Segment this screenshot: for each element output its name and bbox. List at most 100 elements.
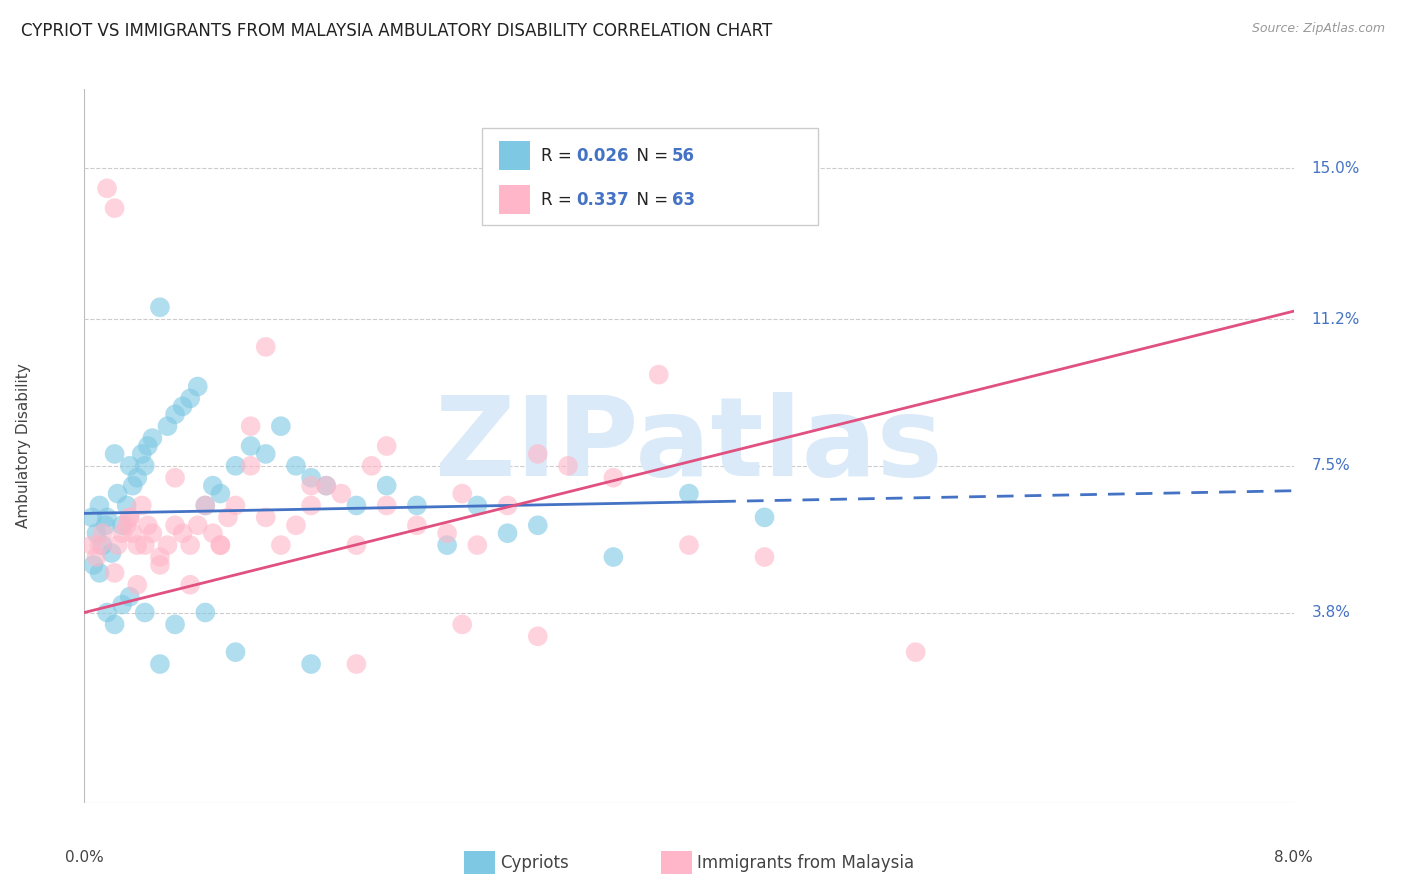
Point: [82, 558, 104, 572]
Point: [315, 478, 337, 492]
Point: [254, 340, 277, 354]
Point: [100, 546, 122, 560]
Text: Cypriots: Cypriots: [501, 854, 569, 871]
Point: [156, 538, 179, 552]
Point: [254, 510, 277, 524]
Point: [194, 499, 217, 513]
Point: [111, 518, 134, 533]
Point: [172, 526, 194, 541]
Text: CYPRIOT VS IMMIGRANTS FROM MALAYSIA AMBULATORY DISABILITY CORRELATION CHART: CYPRIOT VS IMMIGRANTS FROM MALAYSIA AMBU…: [21, 22, 772, 40]
Point: [239, 458, 262, 473]
Text: 15.0%: 15.0%: [1312, 161, 1360, 176]
Point: [163, 407, 186, 421]
Point: [115, 518, 138, 533]
Point: [131, 447, 153, 461]
Point: [527, 447, 550, 461]
Point: [436, 538, 458, 552]
Point: [149, 558, 172, 572]
Text: ZIPatlas: ZIPatlas: [434, 392, 943, 500]
Point: [346, 538, 368, 552]
Point: [131, 499, 153, 513]
Point: [80, 538, 103, 552]
Point: [115, 499, 138, 513]
Point: [527, 518, 550, 533]
Point: [163, 617, 186, 632]
Text: R =: R =: [541, 191, 578, 209]
Point: [96, 510, 118, 524]
Point: [451, 486, 474, 500]
Point: [225, 458, 247, 473]
Point: [134, 538, 156, 552]
Point: [496, 499, 519, 513]
Point: [467, 538, 489, 552]
Text: N =: N =: [626, 191, 673, 209]
Point: [187, 518, 209, 533]
Point: [156, 419, 179, 434]
Point: [91, 538, 114, 552]
Point: [104, 201, 127, 215]
Point: [225, 645, 247, 659]
Text: 0.337: 0.337: [576, 191, 630, 209]
Point: [209, 538, 232, 552]
Point: [149, 657, 172, 671]
Point: [118, 510, 141, 524]
Text: Immigrants from Malaysia: Immigrants from Malaysia: [697, 854, 914, 871]
Point: [107, 538, 129, 552]
Point: [134, 606, 156, 620]
Point: [225, 499, 247, 513]
Point: [754, 510, 776, 524]
Point: [136, 518, 159, 533]
Point: [467, 499, 489, 513]
Point: [136, 439, 159, 453]
Point: [557, 458, 579, 473]
Point: [754, 549, 776, 564]
Point: [121, 478, 143, 492]
Point: [104, 447, 127, 461]
Point: [111, 598, 134, 612]
Point: [121, 526, 143, 541]
Point: [94, 518, 117, 533]
Text: 3.8%: 3.8%: [1312, 605, 1351, 620]
Point: [179, 392, 201, 406]
Point: [406, 499, 429, 513]
Text: Source: ZipAtlas.com: Source: ZipAtlas.com: [1251, 22, 1385, 36]
Point: [89, 499, 111, 513]
Point: [134, 458, 156, 473]
Point: [107, 486, 129, 500]
Point: [217, 510, 239, 524]
Point: [89, 538, 111, 552]
Point: [602, 549, 624, 564]
Point: [678, 538, 700, 552]
Point: [239, 419, 262, 434]
Point: [436, 526, 458, 541]
Point: [194, 606, 217, 620]
Point: [104, 566, 127, 580]
Point: [284, 458, 308, 473]
Point: [270, 419, 292, 434]
Point: [80, 510, 103, 524]
Point: [299, 478, 322, 492]
Point: [451, 617, 474, 632]
Point: [209, 538, 232, 552]
Point: [647, 368, 671, 382]
Point: [118, 458, 141, 473]
Point: [118, 590, 141, 604]
Text: 11.2%: 11.2%: [1312, 311, 1360, 326]
Point: [678, 486, 700, 500]
Text: 63: 63: [672, 191, 695, 209]
Point: [91, 526, 114, 541]
Point: [201, 526, 224, 541]
Point: [163, 518, 186, 533]
Point: [375, 439, 398, 453]
Point: [96, 181, 118, 195]
Point: [104, 617, 127, 632]
Point: [127, 538, 149, 552]
Point: [111, 526, 134, 541]
Point: [375, 499, 398, 513]
Text: Ambulatory Disability: Ambulatory Disability: [17, 364, 31, 528]
Point: [346, 499, 368, 513]
Point: [179, 538, 201, 552]
Point: [127, 578, 149, 592]
Point: [89, 566, 111, 580]
Point: [496, 526, 519, 541]
